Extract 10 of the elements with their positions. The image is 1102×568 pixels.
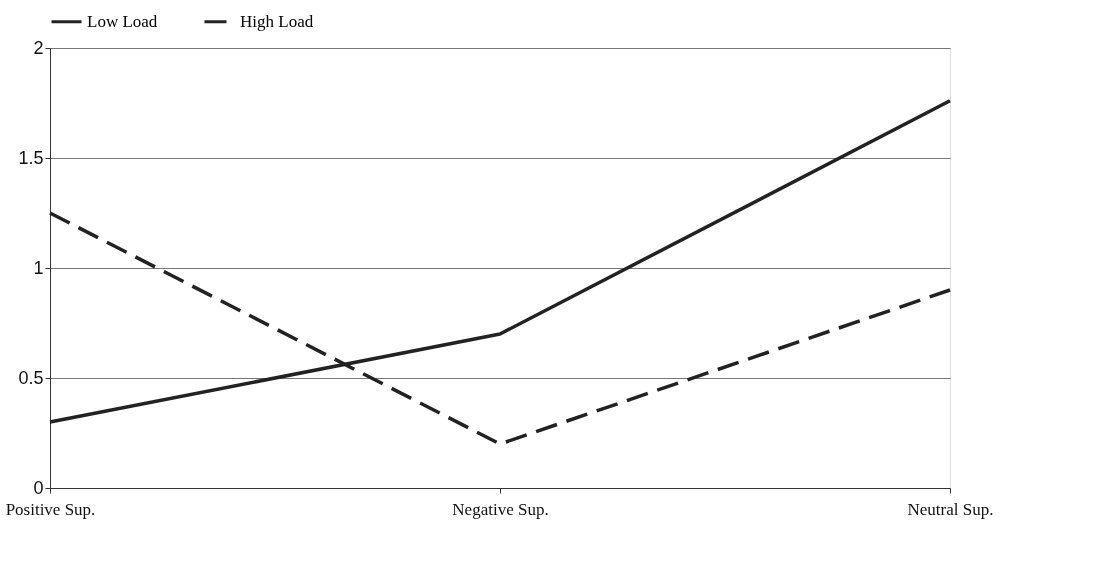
y-tick-label: 2 <box>33 37 44 58</box>
x-tick-label: Positive Sup. <box>5 499 96 519</box>
x-tick-label: Neutral Sup. <box>907 499 994 519</box>
legend-label: Low Load <box>87 11 158 31</box>
legend-label: High Load <box>240 11 314 31</box>
y-tick-label: 1.5 <box>18 147 44 168</box>
x-tick-label: Negative Sup. <box>452 499 549 519</box>
y-tick-label: 0 <box>33 477 44 498</box>
y-tick-label: 1 <box>33 257 44 278</box>
y-tick-label: 0.5 <box>18 367 44 388</box>
